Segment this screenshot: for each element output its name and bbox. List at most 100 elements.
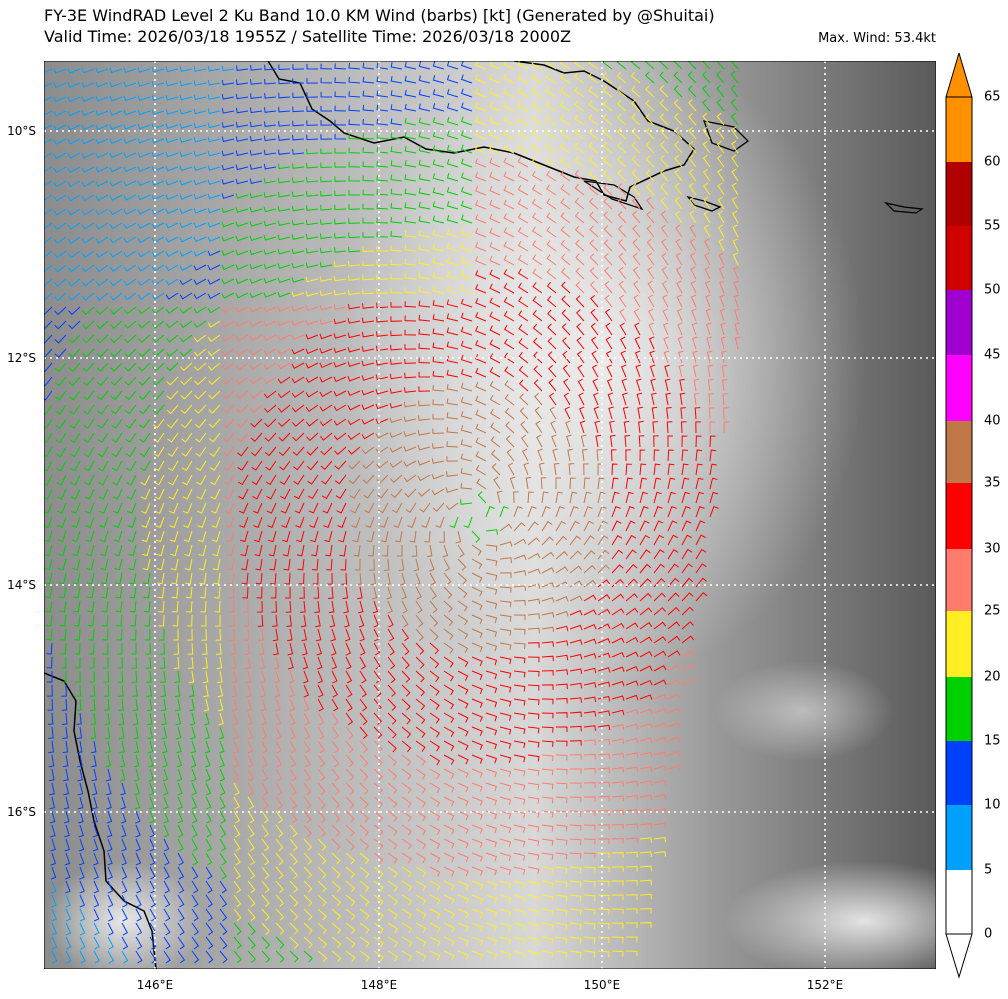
wind-barb bbox=[54, 362, 67, 373]
wind-barb bbox=[204, 712, 210, 726]
wind-barb bbox=[475, 437, 487, 448]
wind-barb bbox=[583, 894, 596, 901]
wind-barb bbox=[307, 488, 319, 500]
wind-barb bbox=[583, 838, 596, 845]
wind-barb bbox=[597, 608, 611, 616]
wind-barb bbox=[499, 698, 512, 707]
wind-barb bbox=[625, 607, 639, 616]
wind-barb bbox=[653, 779, 667, 786]
wind-barb bbox=[151, 66, 165, 73]
wind-barb bbox=[415, 866, 427, 878]
wind-barb bbox=[317, 824, 327, 837]
wind-barb bbox=[720, 322, 726, 336]
wind-barb bbox=[118, 698, 124, 711]
wind-barb bbox=[344, 628, 351, 642]
wind-barb bbox=[637, 406, 643, 420]
wind-barb bbox=[291, 390, 305, 398]
wind-barb bbox=[292, 163, 305, 169]
wind-barb bbox=[70, 460, 81, 472]
wind-barb bbox=[618, 252, 627, 266]
wind-barb bbox=[61, 698, 68, 711]
wind-barb bbox=[429, 796, 441, 808]
wind-barb bbox=[443, 698, 455, 710]
wind-barb bbox=[151, 166, 165, 172]
wind-barb bbox=[485, 628, 498, 638]
wind-barb bbox=[96, 348, 109, 358]
wind-barb bbox=[292, 64, 305, 70]
wind-barb bbox=[639, 563, 652, 574]
wind-barb bbox=[198, 544, 207, 557]
wind-barb bbox=[703, 182, 711, 196]
wind-barb bbox=[138, 348, 151, 358]
wind-barb bbox=[233, 894, 242, 908]
wind-barb bbox=[139, 446, 151, 457]
wind-barb bbox=[113, 516, 123, 528]
wind-barb bbox=[373, 866, 384, 878]
wind-barb bbox=[165, 320, 179, 329]
wind-barb bbox=[660, 168, 669, 182]
wind-barb bbox=[429, 670, 440, 683]
wind-barb bbox=[264, 418, 277, 428]
wind-barb bbox=[429, 838, 441, 849]
wind-barb bbox=[124, 404, 137, 415]
wind-barb bbox=[611, 477, 619, 490]
wind-barb bbox=[446, 215, 459, 224]
wind-barb bbox=[429, 698, 440, 710]
wind-barb bbox=[583, 908, 596, 916]
wind-barb bbox=[263, 163, 277, 170]
wind-barb bbox=[291, 205, 305, 212]
colorbar-45-50 bbox=[946, 290, 972, 355]
wind-barb bbox=[565, 420, 571, 434]
wind-barb bbox=[151, 264, 165, 272]
wind-barb bbox=[221, 236, 235, 242]
wind-barb bbox=[334, 77, 347, 84]
wind-barb bbox=[489, 227, 501, 238]
wind-barb bbox=[153, 460, 165, 472]
wind-barb bbox=[418, 400, 431, 407]
wind-barb bbox=[184, 544, 193, 557]
wind-barb bbox=[46, 642, 53, 655]
wind-barb bbox=[415, 586, 422, 600]
wind-barb bbox=[275, 698, 281, 712]
wind-barb bbox=[162, 754, 168, 768]
wind-barb bbox=[383, 558, 390, 571]
wind-barb bbox=[205, 810, 212, 824]
wind-barb bbox=[64, 866, 71, 880]
wind-barb bbox=[277, 348, 291, 355]
wind-barb bbox=[513, 922, 526, 931]
wind-barb bbox=[541, 670, 554, 676]
wind-barb bbox=[653, 822, 667, 829]
wind-barb bbox=[77, 796, 84, 810]
wind-barb bbox=[387, 628, 395, 642]
wind-barb bbox=[237, 474, 249, 486]
wind-barb bbox=[569, 477, 576, 490]
wind-barb bbox=[531, 128, 543, 140]
wind-barb bbox=[291, 362, 305, 369]
wind-barb bbox=[44, 362, 53, 373]
wind-barb bbox=[44, 194, 53, 201]
wind-barb bbox=[348, 246, 361, 253]
wind-barb bbox=[475, 409, 487, 420]
wind-barb bbox=[661, 252, 669, 266]
wind-barb bbox=[254, 544, 263, 557]
wind-barb bbox=[347, 404, 361, 411]
wind-barb bbox=[373, 950, 384, 962]
wind-barb bbox=[574, 100, 585, 112]
wind-barb bbox=[60, 656, 67, 669]
wind-barb bbox=[611, 593, 625, 602]
wind-barb bbox=[527, 656, 540, 663]
wind-barb bbox=[123, 95, 137, 102]
wind-barb bbox=[476, 478, 487, 490]
wind-barb bbox=[45, 628, 53, 641]
wind-barb bbox=[261, 866, 270, 880]
wind-barb bbox=[263, 149, 277, 156]
wind-barb bbox=[87, 586, 95, 599]
wind-barb bbox=[490, 422, 501, 434]
wind-barb bbox=[193, 122, 207, 129]
wind-barb bbox=[235, 150, 249, 156]
wind-barb bbox=[367, 544, 375, 557]
wind-barb bbox=[222, 432, 235, 443]
wind-barb bbox=[229, 614, 235, 627]
wind-barb bbox=[432, 243, 445, 252]
wind-barb bbox=[208, 432, 221, 443]
